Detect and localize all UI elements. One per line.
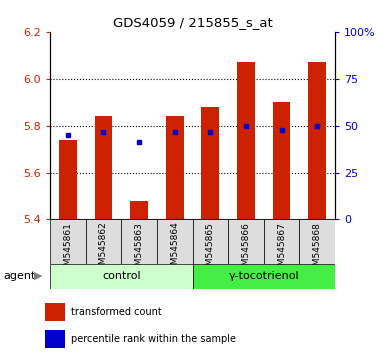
Bar: [59, 140, 77, 219]
Bar: [121, 219, 157, 264]
Text: agent: agent: [4, 271, 36, 281]
Text: percentile rank within the sample: percentile rank within the sample: [71, 334, 236, 344]
Bar: [85, 219, 121, 264]
Bar: [228, 219, 264, 264]
Text: GSM545867: GSM545867: [277, 222, 286, 276]
Text: GSM545866: GSM545866: [241, 222, 250, 276]
Bar: [130, 201, 148, 219]
Text: γ-tocotrienol: γ-tocotrienol: [228, 271, 299, 281]
Text: GSM545863: GSM545863: [135, 222, 144, 276]
Bar: [50, 219, 85, 264]
Text: GSM545868: GSM545868: [313, 222, 321, 276]
Text: GSM545861: GSM545861: [64, 222, 72, 276]
Bar: [201, 107, 219, 219]
Text: control: control: [102, 271, 141, 281]
Bar: [273, 102, 290, 219]
Bar: [264, 219, 300, 264]
Bar: [192, 264, 335, 289]
Bar: [45, 303, 65, 321]
Text: GSM545865: GSM545865: [206, 222, 215, 276]
Bar: [45, 330, 65, 348]
Bar: [157, 219, 192, 264]
Text: ▶: ▶: [34, 271, 43, 281]
Bar: [192, 219, 228, 264]
Bar: [308, 62, 326, 219]
Bar: [300, 219, 335, 264]
Text: GSM545862: GSM545862: [99, 222, 108, 276]
Text: transformed count: transformed count: [71, 307, 162, 317]
Bar: [95, 116, 112, 219]
Bar: [50, 264, 192, 289]
Title: GDS4059 / 215855_s_at: GDS4059 / 215855_s_at: [113, 16, 272, 29]
Text: GSM545864: GSM545864: [170, 222, 179, 276]
Bar: [237, 62, 255, 219]
Bar: [166, 116, 184, 219]
